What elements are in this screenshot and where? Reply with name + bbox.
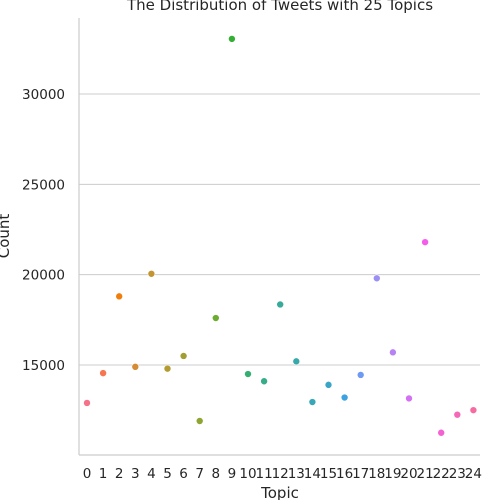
y-tick-label: 15000 bbox=[22, 358, 65, 374]
data-point bbox=[341, 394, 348, 401]
data-point bbox=[245, 371, 252, 378]
data-points bbox=[84, 35, 477, 436]
x-tick-label: 23 bbox=[449, 466, 466, 482]
data-point bbox=[148, 270, 155, 277]
x-tick-label: 16 bbox=[336, 466, 353, 482]
x-axis-label: Topic bbox=[260, 484, 299, 500]
y-tick-label: 25000 bbox=[22, 177, 65, 193]
x-tick-label: 13 bbox=[288, 466, 305, 482]
chart-title: The Distribution of Tweets with 25 Topic… bbox=[126, 0, 433, 14]
y-tick-label: 30000 bbox=[22, 87, 65, 103]
x-tick-label: 2 bbox=[115, 466, 124, 482]
x-tick-label: 22 bbox=[433, 466, 450, 482]
x-tick-label: 1 bbox=[99, 466, 108, 482]
y-tick-label: 20000 bbox=[22, 268, 65, 284]
data-point bbox=[438, 429, 445, 436]
data-point bbox=[100, 370, 107, 377]
data-point bbox=[357, 371, 364, 378]
data-point bbox=[454, 411, 461, 418]
data-point bbox=[470, 407, 477, 414]
data-point bbox=[116, 293, 123, 300]
data-point bbox=[325, 381, 332, 388]
x-tick-label: 15 bbox=[320, 466, 337, 482]
data-point bbox=[196, 418, 203, 425]
y-axis-label: Count bbox=[0, 214, 13, 259]
y-gridlines bbox=[79, 94, 480, 365]
y-tick-labels: 15000 20000 25000 30000 bbox=[22, 87, 65, 374]
data-point bbox=[389, 349, 396, 356]
x-tick-label: 20 bbox=[400, 466, 417, 482]
data-point bbox=[309, 399, 316, 406]
data-point bbox=[293, 358, 300, 365]
data-point bbox=[132, 363, 139, 370]
x-tick-label: 18 bbox=[368, 466, 385, 482]
x-tick-label: 11 bbox=[256, 466, 273, 482]
x-tick-label: 12 bbox=[272, 466, 289, 482]
x-tick-label: 10 bbox=[239, 466, 256, 482]
x-tick-label: 21 bbox=[417, 466, 434, 482]
data-point bbox=[277, 301, 284, 308]
data-point bbox=[406, 395, 413, 402]
x-tick-label: 24 bbox=[465, 466, 482, 482]
data-point bbox=[180, 352, 187, 359]
x-tick-label: 9 bbox=[228, 466, 237, 482]
x-tick-label: 0 bbox=[83, 466, 92, 482]
data-point bbox=[422, 239, 429, 246]
x-tick-label: 4 bbox=[147, 466, 156, 482]
x-tick-label: 19 bbox=[384, 466, 401, 482]
x-tick-label: 5 bbox=[163, 466, 172, 482]
x-tick-label: 8 bbox=[212, 466, 221, 482]
data-point bbox=[164, 365, 171, 372]
data-point bbox=[212, 315, 219, 322]
x-tick-label: 14 bbox=[304, 466, 321, 482]
x-tick-label: 7 bbox=[195, 466, 204, 482]
x-tick-label: 17 bbox=[352, 466, 369, 482]
data-point bbox=[228, 35, 235, 42]
data-point bbox=[261, 378, 268, 385]
x-tick-label: 3 bbox=[131, 466, 140, 482]
data-point bbox=[84, 399, 91, 406]
data-point bbox=[373, 275, 380, 282]
x-tick-label: 6 bbox=[179, 466, 188, 482]
